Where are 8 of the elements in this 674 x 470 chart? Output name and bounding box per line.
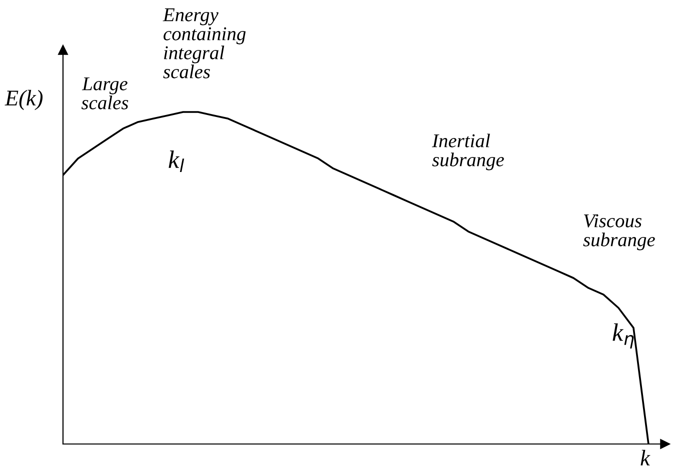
annotation: Viscous subrange: [583, 214, 655, 250]
annotation: Inertial subrange: [432, 134, 504, 170]
text: Energy containing integral scales: [162, 8, 246, 78]
text: Large scales: [81, 77, 128, 110]
annotation: k$_{η}$: [612, 323, 634, 348]
x-axis-title: k: [640, 450, 650, 466]
y-axis-title: E(k): [4, 90, 43, 110]
annotation: k$_{l}$: [168, 150, 184, 172]
